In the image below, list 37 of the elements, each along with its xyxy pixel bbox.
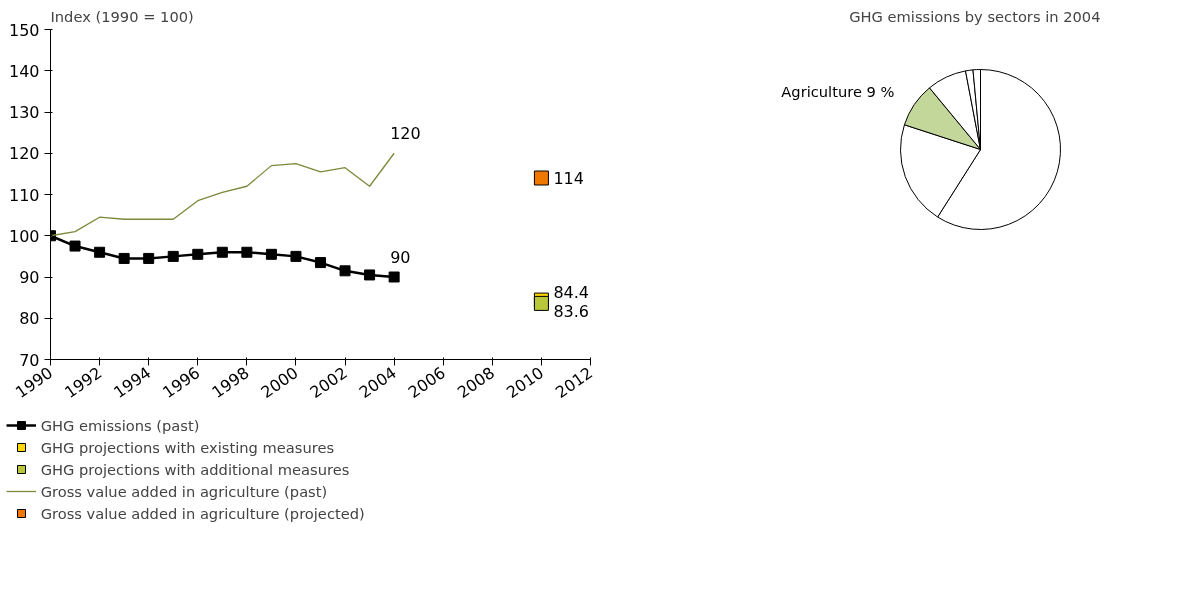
point — [364, 269, 376, 281]
legend-label: GHG projections with additional measures — [40, 460, 350, 478]
legend-label: Gross value added in agriculture (projected) — [40, 504, 365, 522]
point — [388, 271, 400, 283]
y-axis-title: Index (1990 = 100) — [50, 7, 194, 25]
y-tick-label: 140 — [8, 61, 40, 81]
data-label: 114 — [553, 169, 584, 188]
point — [216, 246, 228, 258]
point — [192, 248, 204, 260]
legend-label: GHG projections with existing measures — [40, 438, 335, 456]
y-tick-label: 70 — [19, 350, 40, 370]
legend-label: Gross value added in agriculture (past) — [40, 482, 328, 500]
data-label: 90 — [390, 248, 411, 267]
y-tick-label: 110 — [8, 185, 40, 205]
point — [315, 257, 326, 269]
point — [241, 246, 253, 258]
point — [143, 252, 155, 264]
data-label: 84.4 — [553, 283, 590, 303]
point — [167, 250, 179, 262]
point — [69, 240, 81, 252]
slice-label: Agriculture 9 % — [781, 82, 895, 100]
data-label: 120 — [390, 124, 421, 144]
y-tick-label: 120 — [8, 144, 40, 164]
point — [265, 248, 277, 260]
y-tick-label: 100 — [8, 226, 40, 246]
point — [339, 265, 351, 277]
y-tick-label: 80 — [19, 309, 40, 329]
y-tick-label: 150 — [8, 20, 40, 40]
y-tick-label: 90 — [19, 268, 40, 287]
point — [94, 246, 106, 258]
point — [118, 252, 130, 264]
chart-title: GHG emissions by sectors in 2004 — [849, 7, 1101, 25]
y-tick-label: 130 — [8, 103, 40, 122]
point — [533, 170, 549, 186]
legend-label: GHG emissions (past) — [40, 416, 200, 434]
point — [290, 250, 302, 262]
data-label: 83.6 — [553, 302, 590, 322]
